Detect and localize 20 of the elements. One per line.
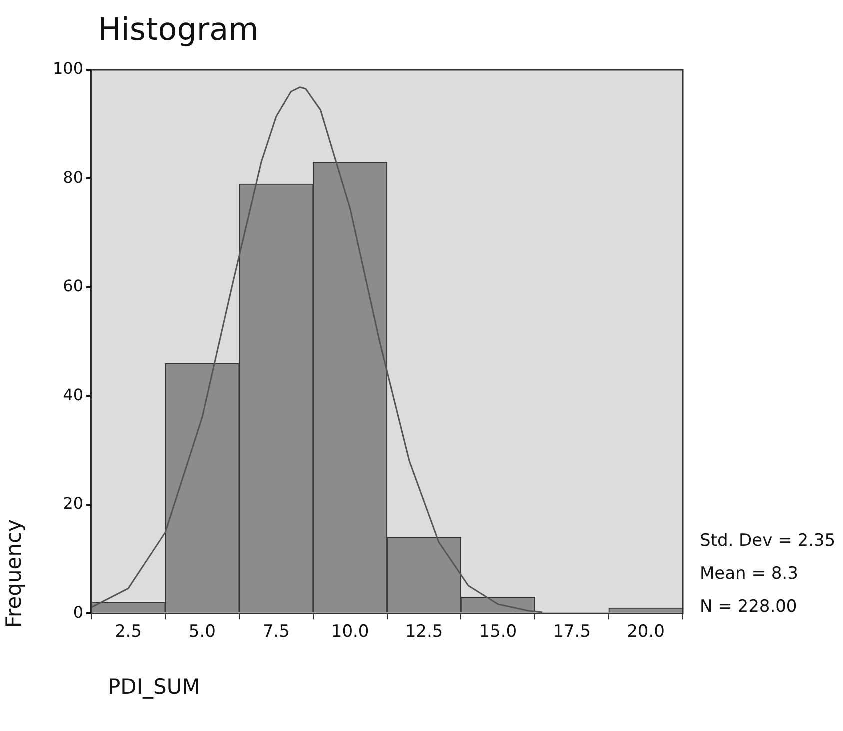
- y-tick-label: 60: [63, 276, 84, 296]
- x-tick-label: 5.0: [188, 622, 216, 642]
- x-axis-title: PDI_SUM: [108, 675, 200, 699]
- y-tick-label: 40: [63, 385, 84, 404]
- x-tick-label: 10.0: [331, 622, 370, 642]
- x-tick-label: 15.0: [479, 622, 518, 642]
- x-tick-label: 12.5: [405, 622, 444, 642]
- y-tick-label: 20: [63, 494, 84, 514]
- y-tick-label: 100: [52, 59, 84, 78]
- x-tick-label: 17.5: [553, 622, 592, 642]
- x-tick-label: 7.5: [262, 622, 290, 642]
- x-tick-label: 2.5: [114, 622, 142, 642]
- x-tick-label: 20.0: [627, 622, 665, 642]
- chart-title: Histogram: [98, 12, 259, 48]
- y-tick-label: 80: [63, 168, 84, 187]
- text: N = 228.00: [700, 596, 798, 619]
- y-axis-title: Frequency: [2, 520, 26, 628]
- text: Mean = 8.3: [700, 563, 800, 586]
- text: Std. Dev = 2.35: [700, 530, 836, 553]
- y-tick-label: 0: [73, 602, 84, 622]
